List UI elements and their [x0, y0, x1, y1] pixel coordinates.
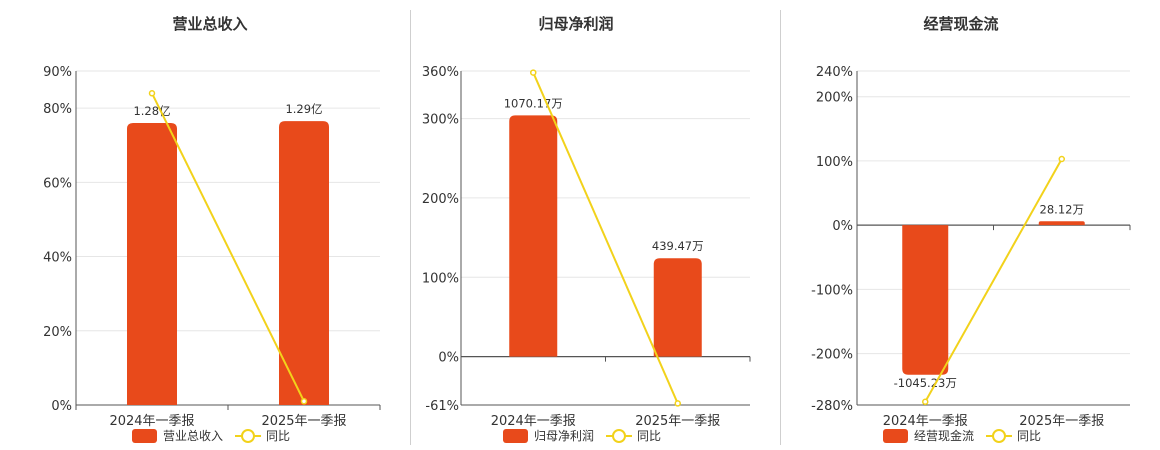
- yoy-point: [530, 69, 537, 76]
- y-tick-label: -61%: [425, 399, 459, 414]
- y-tick-label: 0%: [832, 219, 853, 234]
- bar: [1038, 221, 1085, 226]
- y-tick-label: 300%: [422, 113, 459, 128]
- bar-data-label: 1.28亿: [133, 104, 170, 118]
- chart-panel-net-profit: 归母净利润 -61% 0% 100% 200% 300% 360% 2024年一季报 2025年…: [411, 0, 780, 450]
- y-tick-label: 200%: [816, 91, 853, 106]
- x-category-label: 2025年一季报: [635, 414, 720, 429]
- bar-data-label: 28.12万: [1040, 202, 1084, 216]
- operating-cashflow-chart: 经营现金流 -280% -200% -100% 0% 100% 200% 240% 2024年一…: [811, 15, 1131, 443]
- y-tick-label: -100%: [811, 283, 853, 298]
- legend-bar-label: 经营现金流: [914, 428, 974, 443]
- chart-title: 归母净利润: [538, 15, 613, 33]
- bar-data-label: 439.47万: [652, 239, 704, 253]
- revenue-chart: 营业总收入 0% 20% 40% 60% 80% 90% 2024年一季报 2025年一季报 1.…: [43, 15, 381, 443]
- chart-title: 经营现金流: [923, 15, 998, 33]
- x-category-label: 2024年一季报: [883, 414, 968, 429]
- y-tick-label: 100%: [816, 155, 853, 170]
- yoy-line: [151, 92, 305, 402]
- bar: [127, 122, 177, 405]
- legend-line-marker: [612, 429, 626, 443]
- legend-bar-swatch: [883, 429, 908, 443]
- chart-panel-operating-cashflow: 经营现金流 -280% -200% -100% 0% 100% 200% 240% 2024年一…: [781, 0, 1160, 450]
- x-category-label: 2024年一季报: [109, 414, 194, 429]
- yoy-point: [300, 398, 308, 405]
- legend-bar-label: 归母净利润: [534, 429, 594, 443]
- y-tick-label: 360%: [422, 65, 459, 80]
- yoy-point: [922, 398, 929, 406]
- y-tick-label: -280%: [811, 399, 853, 414]
- legend-line-label: 同比: [637, 429, 661, 443]
- y-tick-label: 60%: [43, 176, 72, 191]
- net-profit-chart: 归母净利润 -61% 0% 100% 200% 300% 360% 2024年一季报 2025年…: [422, 15, 751, 443]
- yoy-point: [148, 90, 156, 97]
- y-tick-label: 0%: [51, 399, 72, 414]
- y-tick-label: -200%: [811, 348, 853, 363]
- bar: [653, 258, 702, 357]
- x-category-label: 2025年一季报: [1019, 414, 1104, 429]
- legend-line-label: 同比: [266, 429, 290, 443]
- yoy-line: [532, 72, 679, 404]
- chart-panel-revenue: 营业总收入 0% 20% 40% 60% 80% 90% 2024年一季报 2025年一季报 1.…: [0, 0, 410, 450]
- bar: [279, 121, 329, 405]
- y-tick-label: 40%: [43, 251, 72, 266]
- legend-line-marker: [992, 429, 1006, 443]
- x-category-label: 2024年一季报: [491, 414, 576, 429]
- y-tick-label: 100%: [422, 271, 459, 286]
- legend-bar-label: 营业总收入: [163, 429, 223, 443]
- yoy-point: [674, 400, 681, 407]
- legend-bar-swatch: [503, 429, 528, 443]
- panel-divider: [780, 10, 781, 445]
- y-tick-label: 20%: [43, 325, 72, 340]
- legend-line-label: 同比: [1017, 429, 1041, 443]
- legend-line-marker: [241, 429, 255, 443]
- chart-title: 营业总收入: [172, 15, 247, 33]
- y-tick-label: 0%: [438, 351, 459, 366]
- y-tick-label: 80%: [43, 102, 72, 117]
- bar-data-label: -1045.23万: [894, 376, 957, 390]
- bar-data-label: 1070.17万: [504, 96, 563, 110]
- yoy-line: [924, 158, 1063, 403]
- yoy-point: [1058, 155, 1065, 163]
- bar: [509, 115, 558, 357]
- y-tick-label: 90%: [43, 65, 72, 80]
- y-tick-label: 200%: [422, 192, 459, 207]
- bar: [902, 225, 949, 375]
- bar-data-label: 1.29亿: [285, 102, 322, 116]
- y-tick-label: 240%: [816, 65, 853, 80]
- legend-bar-swatch: [132, 429, 157, 443]
- panel-divider: [410, 10, 411, 445]
- x-category-label: 2025年一季报: [261, 414, 346, 429]
